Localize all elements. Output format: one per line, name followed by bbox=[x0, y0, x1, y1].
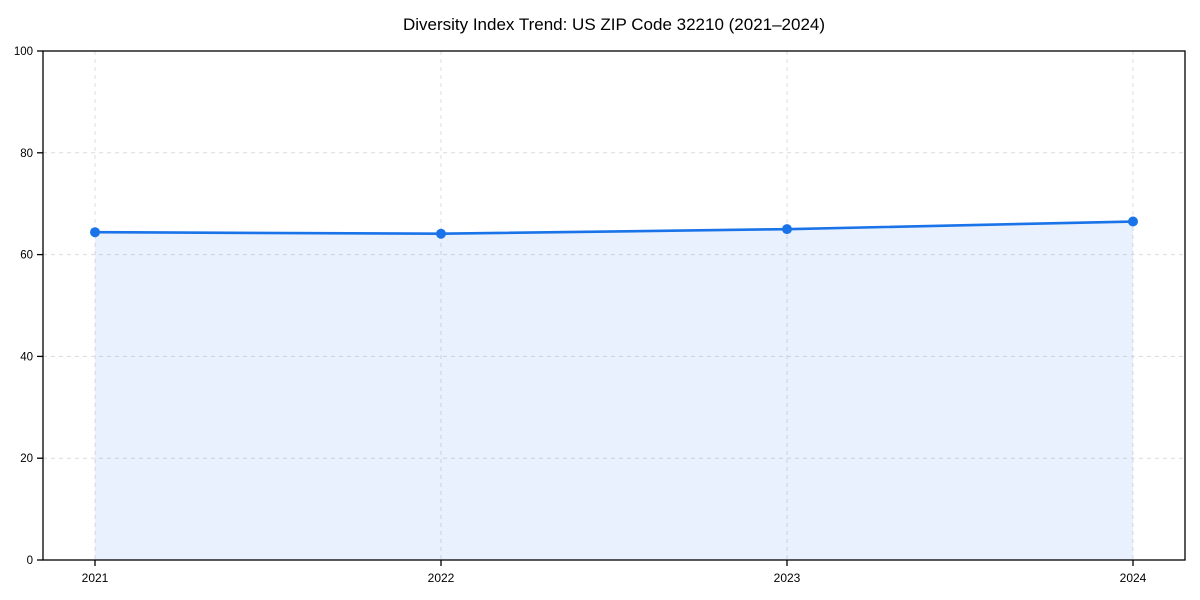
plot-border bbox=[42, 50, 1186, 561]
data-point bbox=[90, 227, 100, 238]
axes-box bbox=[42, 50, 1186, 561]
y-tick-label: 60 bbox=[20, 250, 33, 262]
axis-ticks bbox=[37, 50, 1134, 566]
y-tick-labels: 0 20 40 60 80 100 bbox=[14, 46, 33, 567]
x-tick-label: 2023 bbox=[774, 571, 801, 585]
data-point bbox=[1128, 216, 1138, 227]
data-point bbox=[436, 228, 446, 239]
data-point bbox=[782, 224, 792, 235]
area-fill-path bbox=[95, 221, 1133, 560]
area-fill bbox=[95, 221, 1133, 560]
y-tick-label: 100 bbox=[14, 46, 33, 58]
trend-line-path bbox=[93, 220, 1135, 236]
trend-line bbox=[93, 220, 1135, 236]
x-tick-label: 2021 bbox=[82, 571, 109, 585]
x-tick-label: 2024 bbox=[1120, 571, 1147, 585]
y-tick-label: 20 bbox=[20, 453, 33, 465]
x-tick-labels: 2021 2022 2023 2024 bbox=[82, 571, 1147, 585]
y-tick-label: 80 bbox=[20, 148, 33, 160]
chart-title: Diversity Index Trend: US ZIP Code 32210… bbox=[403, 15, 825, 34]
y-tick-label: 40 bbox=[20, 351, 33, 363]
x-tick-label: 2022 bbox=[428, 571, 455, 585]
data-points bbox=[90, 216, 1138, 239]
y-tick-label: 0 bbox=[27, 555, 33, 567]
